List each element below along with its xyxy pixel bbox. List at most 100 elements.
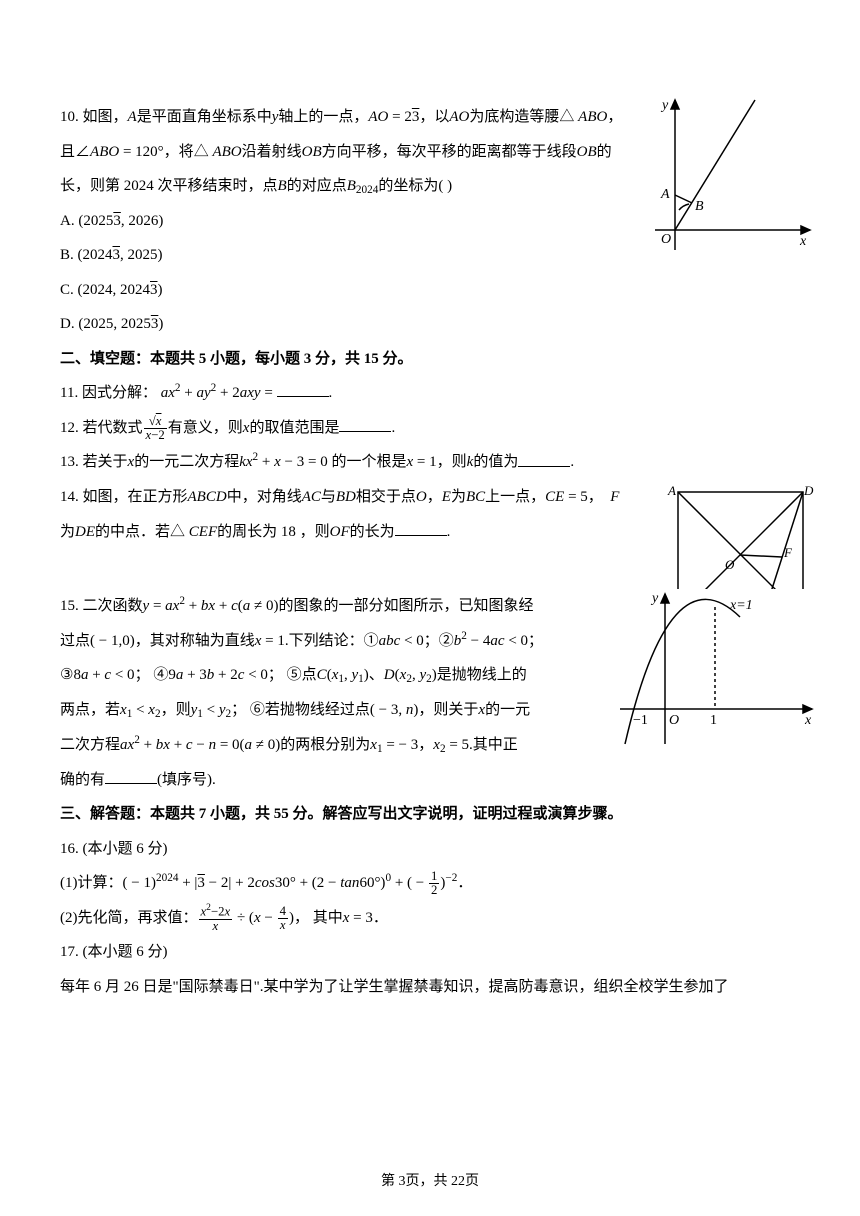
t: (填序号). — [157, 772, 216, 788]
svg-text:F: F — [783, 545, 793, 560]
t: ． — [457, 875, 472, 891]
t: ，则 — [437, 455, 467, 471]
t: 的 — [597, 144, 612, 160]
q17-pts: (本小题 6 分) — [83, 944, 168, 960]
t: ，则 — [161, 702, 191, 718]
t: 若关于 — [83, 455, 128, 471]
t: 的一个根是 — [328, 455, 407, 471]
t: 方向平移，每次平移的距离都等于线段 — [322, 144, 577, 160]
svg-text:x: x — [804, 713, 812, 728]
svg-text:x: x — [799, 234, 807, 249]
t: . — [391, 420, 395, 436]
q17-num: 17. — [60, 944, 79, 960]
t: ； ④ — [135, 667, 169, 683]
section-2-heading: 二、填空题：本题共 5 小题，每小题 3 分，共 15 分。 — [60, 342, 800, 377]
svg-text:O: O — [661, 232, 671, 247]
q15-diagram: x y O 1 −1 x=1 — [610, 589, 820, 749]
t: 与 — [321, 489, 336, 505]
t: 的值为 — [473, 455, 518, 471]
t: 如图， — [83, 109, 128, 125]
t: ，将 — [164, 144, 194, 160]
t: .其中正 — [469, 737, 518, 753]
t: 中，对角线 — [227, 489, 302, 505]
t: 因式分解： — [82, 385, 157, 401]
t: 二次方程 — [60, 737, 120, 753]
svg-text:A: A — [667, 483, 676, 498]
figure-q10: x y O A B — [645, 95, 815, 255]
t: 、 — [369, 667, 384, 683]
t: 二次函数 — [83, 598, 143, 614]
t: ； ⑥若抛物线经过点 — [231, 702, 370, 718]
t: ，其对称轴为直线 — [135, 633, 255, 649]
t: 的坐标为( ) — [378, 178, 452, 194]
svg-text:O: O — [669, 713, 679, 728]
t: 为底构造等腰 — [469, 109, 559, 125]
t: 过点 — [60, 633, 90, 649]
svg-text:A: A — [660, 187, 670, 202]
q10-diagram: x y O A B — [645, 95, 815, 255]
t: ， — [427, 489, 442, 505]
t: 有意义，则 — [168, 420, 243, 436]
q17-body: 每年 6 月 26 日是"国际禁毒日".某中学为了让学生掌握禁毒知识，提高防毒意… — [60, 970, 800, 1005]
t: (2)先化简，再求值： — [60, 910, 198, 926]
t: 的一元 — [485, 702, 530, 718]
t: 若代数式 — [83, 420, 143, 436]
q12-num: 12. — [60, 420, 79, 436]
question-11: 11. 因式分解： ax2 + ay2 + 2axy = . — [60, 376, 800, 411]
q10-opt-d: D. (2025, 20253) — [60, 307, 800, 342]
t: 的中点．若 — [95, 524, 170, 540]
q10-opt-c: C. (2024, 20243) — [60, 273, 800, 308]
t: . — [447, 524, 451, 540]
q15-num: 15. — [60, 598, 79, 614]
t: 的图象的一部分如图所示，已知图象经 — [278, 598, 533, 614]
t: 轴上的一点， — [278, 109, 368, 125]
t: (1)计算： — [60, 875, 123, 891]
t: ，则关于 — [418, 702, 478, 718]
t: ， — [607, 109, 622, 125]
t: 的对应点 — [287, 178, 347, 194]
t: 两点，若 — [60, 702, 120, 718]
q16-part2: (2)先化简，再求值：x2−2xx ÷ (x − 4x)， 其中x = 3． — [60, 901, 800, 936]
t: 的周长为 18 ，则 — [217, 524, 330, 540]
t: 的取值范围是 — [249, 420, 339, 436]
q16-pts: (本小题 6 分) — [83, 841, 168, 857]
t: 如图，在正方形 — [83, 489, 188, 505]
svg-text:B: B — [695, 199, 704, 214]
q13-num: 13. — [60, 455, 79, 471]
figure-q15: x y O 1 −1 x=1 — [610, 589, 820, 749]
blank — [339, 414, 391, 432]
q16-num: 16. — [60, 841, 79, 857]
t: 相交于点 — [356, 489, 416, 505]
section-3-heading: 三、解答题：本题共 7 小题，共 55 分。解答应写出文字说明，证明过程或演算步… — [60, 797, 800, 832]
svg-text:−1: −1 — [633, 713, 648, 728]
t: ；② — [424, 633, 454, 649]
blank — [518, 449, 570, 467]
t: . — [570, 455, 574, 471]
blank — [105, 766, 157, 784]
t: ③ — [60, 667, 73, 683]
blank — [395, 518, 447, 536]
t: ． — [373, 910, 388, 926]
svg-text:O: O — [725, 557, 735, 572]
t: 确的有 — [60, 772, 105, 788]
q14-body: 14. 如图，在正方形ABCD中，对角线AC与BD相交于点O，E为BC上一点，C… — [60, 480, 630, 549]
q15-body: 15. 二次函数y = ax2 + bx + c(a ≠ 0)的图象的一部分如图… — [60, 589, 580, 797]
t: 长，则第 2024 次平移结束时，点 — [60, 178, 278, 194]
t: ， 其中 — [294, 910, 343, 926]
question-10: x y O A B 10. 如图，A是平面直角坐标系中y轴上的一点，AO = 2… — [60, 100, 800, 342]
question-17: 17. (本小题 6 分) — [60, 935, 800, 970]
t: 是抛物线上的 — [437, 667, 527, 683]
t: ， — [588, 489, 603, 505]
q11-num: 11. — [60, 385, 78, 401]
t: 是平面直角坐标系中 — [137, 109, 272, 125]
svg-text:D: D — [803, 483, 814, 498]
t: ； — [528, 633, 543, 649]
t: 为 — [60, 524, 75, 540]
question-12: 12. 若代数式√xx−2有意义，则x的取值范围是. — [60, 411, 800, 446]
t: 沿着射线 — [242, 144, 302, 160]
q16-part1: (1)计算：( − 1)2024 + |3 − 2| + 2cos30° + (… — [60, 866, 800, 901]
page-footer: 第 3页，共 22页 — [0, 1166, 860, 1198]
t: 上一点， — [485, 489, 545, 505]
t: 为 — [451, 489, 466, 505]
t: ，以 — [419, 109, 449, 125]
